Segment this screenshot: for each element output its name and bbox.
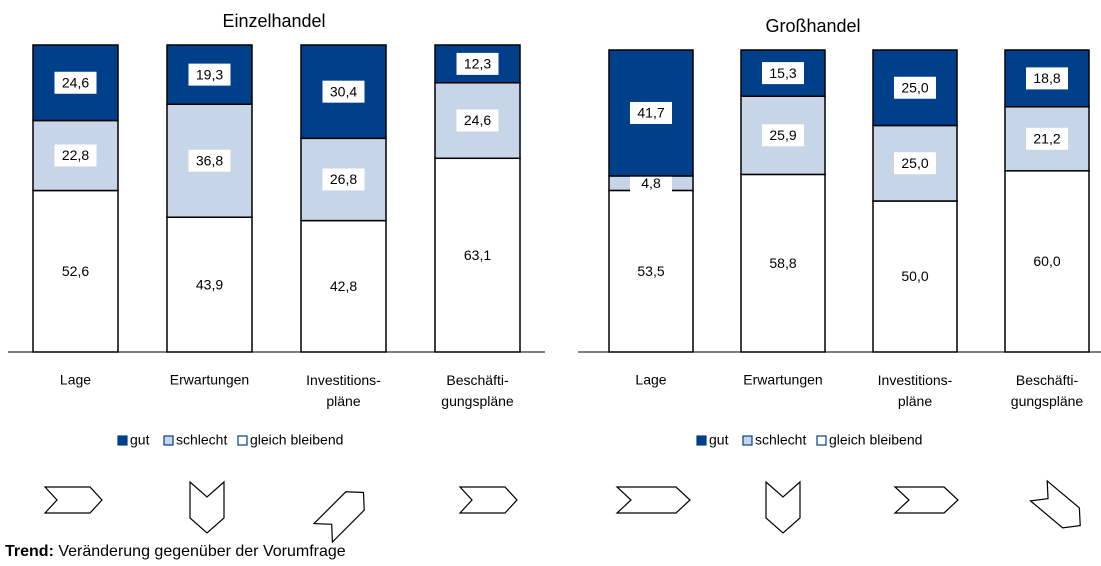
legend-swatch [117,435,128,446]
value-label: 36,8 [196,152,223,168]
value-label-box [762,124,804,147]
legend-swatch [696,435,707,446]
x-tick-label: Erwartungen [743,372,822,388]
legend-label: gut [709,432,729,448]
value-label: 43,9 [196,276,223,292]
value-label: 21,2 [1033,130,1060,146]
value-label: 60,0 [1033,253,1060,269]
value-label-box [456,244,499,267]
trend-arrow [615,486,691,514]
value-label-box [322,168,365,191]
value-label-box [188,273,231,296]
value-label: 4,8 [641,175,661,191]
value-label: 52,6 [62,263,89,279]
value-label-box [630,101,672,124]
value-label: 26,8 [330,171,357,187]
value-label-box [456,109,499,132]
legend-label: gleich bleibend [829,432,922,448]
value-label-box [894,265,936,288]
value-label-box [188,63,231,86]
chart-title: Großhandel [765,16,860,36]
value-label: 24,6 [464,112,491,128]
value-label-box [762,62,804,85]
value-label-box [322,275,365,298]
legend-swatch [742,435,753,446]
value-label-box [188,149,231,172]
legend-label: gleich bleibend [250,432,343,448]
value-label: 42,8 [330,278,357,294]
value-label-box [1026,250,1068,273]
value-label-box [894,76,936,99]
legend-swatch [237,435,248,446]
trend-arrows [43,479,1081,544]
value-label-box [1026,67,1068,90]
value-label-box [1026,127,1068,150]
value-label-box [54,71,97,94]
x-tick-label: Lage [635,372,666,388]
x-tick-label: Erwartungen [170,372,249,388]
value-label-box [762,252,804,275]
trend-arrow [765,480,801,534]
value-label: 24,6 [62,74,89,90]
value-label: 41,7 [637,105,664,121]
bar-segment [32,119,119,192]
bar-segment [434,44,521,84]
footnote: Trend: Veränderung gegenüber der Vorumfr… [5,543,346,560]
value-label: 25,9 [769,127,796,143]
trend-arrow [312,491,365,544]
legend-label: schlecht [176,432,227,448]
value-label-box [630,260,672,283]
chart-title: Einzelhandel [222,11,325,31]
x-tick-label: Lage [60,372,91,388]
footnote-label: Trend: [5,543,54,560]
value-label: 50,0 [901,268,928,284]
value-label-box [322,80,365,103]
x-tick-label: Investitions-pläne [878,372,953,409]
legend-label: schlecht [755,432,806,448]
value-label: 58,8 [769,255,796,271]
value-label-box [894,152,936,175]
value-label: 30,4 [330,83,357,99]
trend-arrow [458,486,518,514]
value-label-box [630,172,672,195]
trend-arrow [893,486,959,514]
footnote-text: Veränderung gegenüber der Vorumfrage [58,543,345,560]
value-label: 63,1 [464,247,491,263]
legend-swatch [816,435,827,446]
legend-label: gut [130,432,150,448]
value-label: 53,5 [637,263,664,279]
value-label: 19,3 [196,66,223,82]
value-label: 15,3 [769,65,796,81]
value-label-box [54,144,97,167]
trend-arrow [43,486,103,514]
value-label: 18,8 [1033,70,1060,86]
x-tick-label: Investitions-pläne [306,372,381,409]
legend-swatch [163,435,174,446]
value-label-box [456,52,499,75]
trend-arrow [1029,479,1081,529]
value-label: 22,8 [62,147,89,163]
trend-arrow [189,480,225,534]
x-tick-label: Beschäfti-gungspläne [1011,372,1084,409]
value-label: 25,0 [901,155,928,171]
x-tick-label: Beschäfti-gungspläne [441,372,514,409]
value-label: 12,3 [464,56,491,72]
value-label-box [54,260,97,283]
value-label: 25,0 [901,79,928,95]
